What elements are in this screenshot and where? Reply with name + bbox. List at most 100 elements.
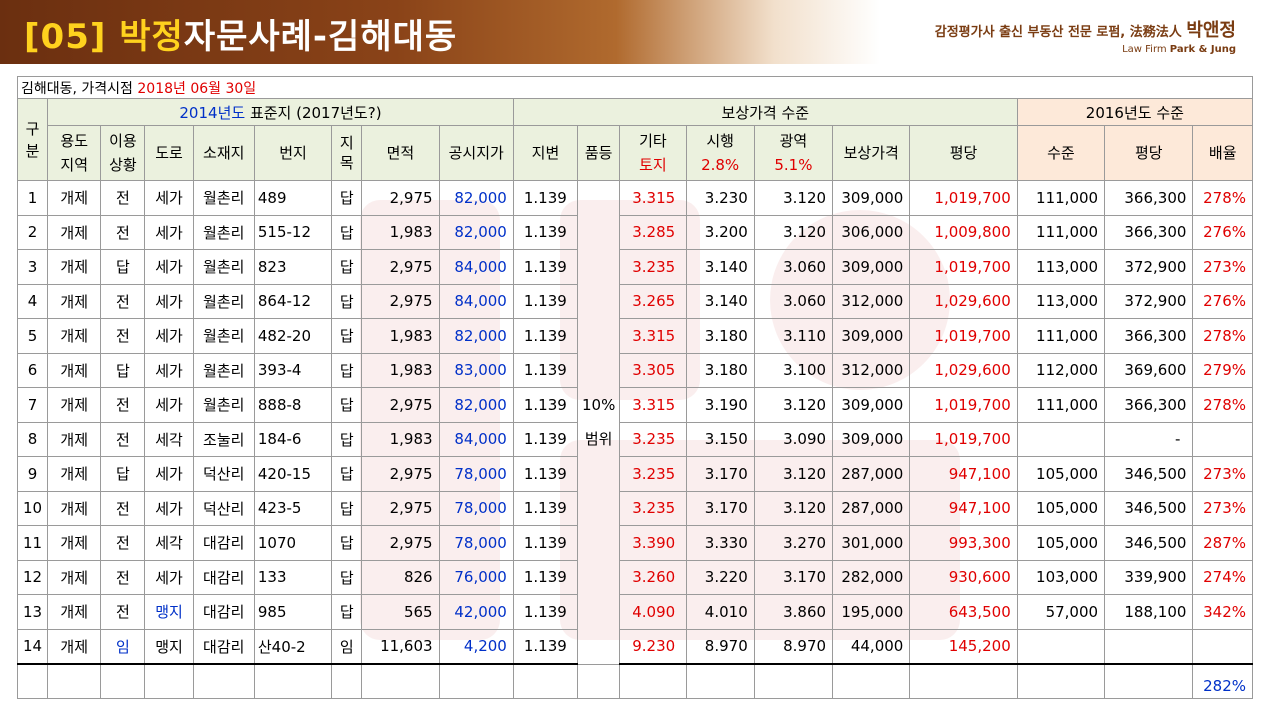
header-official-price: 공시지가 xyxy=(438,125,514,181)
cell-lvlpp: 366,300 xyxy=(1104,387,1194,423)
cell-lvl: 111,000 xyxy=(1016,214,1106,250)
cell-comp: 195,000 xyxy=(832,594,911,630)
cell-official: 84,000 xyxy=(438,283,514,319)
cell-other: 3.390 xyxy=(619,525,687,561)
cell-loc: 월촌리 xyxy=(192,180,255,216)
cell-pp: 947,100 xyxy=(909,490,1018,526)
cell-mult: 278% xyxy=(1192,387,1253,423)
cell-comp: 312,000 xyxy=(832,352,911,388)
cell-comp: 309,000 xyxy=(832,249,911,285)
cell-other: 3.285 xyxy=(619,214,687,250)
title-firm-name: 박정 xyxy=(119,17,184,57)
cell-use: 답 xyxy=(100,249,146,285)
cell-metro: 3.270 xyxy=(753,525,834,561)
table-row: 14 개제 임 맹지 대감리 산40-2 임 11,603 4,200 1.139 9.230 8.9… xyxy=(16,628,1253,665)
cell-lot: 1070 xyxy=(253,525,333,561)
cell-no: 9 xyxy=(16,456,49,492)
cell-loc: 대감리 xyxy=(192,525,255,561)
cell-metro: 3.120 xyxy=(753,387,834,423)
cell-official: 84,000 xyxy=(438,249,514,285)
average-multiple: 282% xyxy=(1192,663,1253,699)
header-city-top: 시행 xyxy=(706,132,734,150)
cell-cat: 답 xyxy=(331,456,363,492)
brand-sub-prefix: Law Firm xyxy=(1122,44,1170,55)
cell-mult: 342% xyxy=(1192,594,1253,630)
cell-lot: 133 xyxy=(253,559,333,595)
cell-loc: 월촌리 xyxy=(192,352,255,388)
table-row: 3 개제 답 세가 월촌리 823 답 2,975 84,000 1.139 3.235 3.140 3… xyxy=(16,249,1253,285)
cell-official: 78,000 xyxy=(438,456,514,492)
quality-range-cell: 10% 범위 xyxy=(577,180,621,665)
cell-metro: 3.060 xyxy=(753,249,834,285)
cell-cat: 답 xyxy=(331,249,363,285)
cell-zone: 개제 xyxy=(47,318,102,354)
cell-lvl: 112,000 xyxy=(1016,352,1106,388)
cell-zone: 개제 xyxy=(47,214,102,250)
cell-zone: 개제 xyxy=(47,283,102,319)
cell-lvlpp: 372,900 xyxy=(1104,283,1194,319)
table-caption: 김해대동, 가격시점 2018년 06월 30일 xyxy=(17,76,1253,99)
cell-city: 3.230 xyxy=(685,180,755,216)
cell-lot: 515-12 xyxy=(253,214,333,250)
cell-loc: 대감리 xyxy=(192,628,255,665)
cell-metro: 3.120 xyxy=(753,214,834,250)
table-row: 10 개제 전 세가 덕산리 423-5 답 2,975 78,000 1.139 3.235 3.1… xyxy=(16,490,1253,526)
cell-pp: 930,600 xyxy=(909,559,1018,595)
cell-road: 세가 xyxy=(144,283,194,319)
title-text: 자문사례-김해대동 xyxy=(183,17,458,57)
cell-lvlpp xyxy=(1104,628,1194,665)
header-metro: 광역 5.1% xyxy=(753,125,834,181)
cell-metro: 3.120 xyxy=(753,490,834,526)
cell-road: 맹지 xyxy=(144,628,194,665)
cell-other: 3.305 xyxy=(619,352,687,388)
cell-city: 3.180 xyxy=(685,352,755,388)
cell-zone: 개제 xyxy=(47,525,102,561)
cell-loc: 월촌리 xyxy=(192,249,255,285)
cell-comp: 287,000 xyxy=(832,456,911,492)
cell-use: 전 xyxy=(100,490,146,526)
cell-lot: 888-8 xyxy=(253,387,333,423)
cell-metro: 3.090 xyxy=(753,421,834,457)
cell-other: 3.235 xyxy=(619,490,687,526)
cell-other: 3.315 xyxy=(619,318,687,354)
caption-prefix: 김해대동, 가격시점 xyxy=(21,80,138,97)
cell-use: 전 xyxy=(100,525,146,561)
cell-chg: 1.139 xyxy=(512,387,579,423)
brand-sub-name: Park & Jung xyxy=(1169,44,1236,55)
cell-city: 3.150 xyxy=(685,421,755,457)
cell-road: 세가 xyxy=(144,559,194,595)
cell-zone: 개제 xyxy=(47,490,102,526)
cell-use: 전 xyxy=(100,180,146,216)
cell-lvlpp: 346,500 xyxy=(1104,490,1194,526)
cell-lvl: 113,000 xyxy=(1016,283,1106,319)
cell-comp: 312,000 xyxy=(832,283,911,319)
cell-no: 3 xyxy=(16,249,49,285)
cell-area: 1,983 xyxy=(361,214,440,250)
cell-chg: 1.139 xyxy=(512,283,579,319)
cell-lot: 489 xyxy=(253,180,333,216)
cell-chg: 1.139 xyxy=(512,180,579,216)
cell-lot: 823 xyxy=(253,249,333,285)
cell-mult: 276% xyxy=(1192,283,1253,319)
cell-other: 9.230 xyxy=(619,628,687,665)
header-comp-price: 보상가격 xyxy=(832,125,911,181)
cell-city: 3.220 xyxy=(685,559,755,595)
cell-area: 2,975 xyxy=(361,249,440,285)
footer-cell xyxy=(16,663,49,699)
cell-metro: 3.120 xyxy=(753,456,834,492)
cell-chg: 1.139 xyxy=(512,318,579,354)
cell-use: 답 xyxy=(100,456,146,492)
cell-area: 2,975 xyxy=(361,525,440,561)
brand-logo: 감정평가사 출신 부동산 전문 로펌, 法務法人 박앤정 Law Firm Pa… xyxy=(935,16,1236,55)
cell-pp: 1,029,600 xyxy=(909,283,1018,319)
cell-mult: 278% xyxy=(1192,180,1253,216)
cell-lvlpp: 339,900 xyxy=(1104,559,1194,595)
header-gubun: 구 분 xyxy=(16,98,49,181)
table-row: 2 개제 전 세가 월촌리 515-12 답 1,983 82,000 1.139 3.285 3.2… xyxy=(16,214,1253,250)
cell-use: 전 xyxy=(100,559,146,595)
cell-no: 8 xyxy=(16,421,49,457)
cell-lvl: 111,000 xyxy=(1016,318,1106,354)
header-2016-level: 2016년도 수준 xyxy=(1016,98,1254,126)
cell-road: 세각 xyxy=(144,421,194,457)
cell-lvl: 113,000 xyxy=(1016,249,1106,285)
